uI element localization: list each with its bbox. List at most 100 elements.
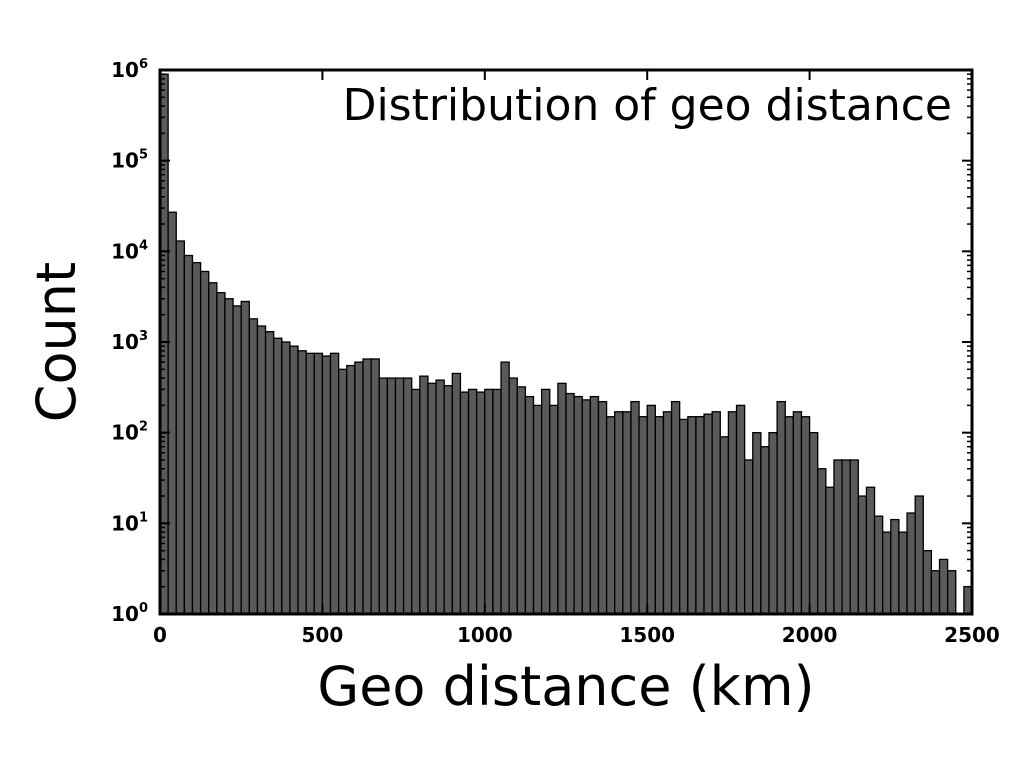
histogram-bar: [662, 411, 673, 615]
histogram-bar: [922, 549, 933, 615]
histogram-bar: [857, 495, 868, 615]
histogram-bar: [167, 211, 177, 615]
histogram-bar: [500, 361, 510, 615]
histogram-bar: [792, 411, 803, 615]
histogram-bar: [841, 459, 851, 615]
histogram-bar: [402, 377, 413, 615]
histogram-bar: [719, 436, 730, 615]
histogram-bar: [825, 486, 835, 615]
histogram-bar: [427, 382, 437, 615]
histogram-bar: [833, 459, 843, 615]
histogram-bar: [882, 531, 892, 615]
histogram-bar: [216, 292, 226, 615]
histogram-bar: [873, 515, 884, 615]
histogram-bar: [614, 411, 624, 615]
histogram-bar: [305, 352, 315, 615]
histogram-bar: [329, 352, 340, 615]
histogram-bar: [232, 305, 242, 615]
histogram-bar: [622, 411, 632, 615]
histogram-bar: [581, 399, 592, 615]
histogram-bar: [695, 416, 705, 615]
histogram-bar: [175, 240, 186, 615]
histogram-bar: [346, 364, 356, 615]
histogram-bar: [297, 350, 307, 615]
y-tick-label: 106: [111, 57, 148, 82]
histogram-bar: [565, 392, 575, 615]
histogram-bar: [516, 386, 527, 615]
histogram-bar: [354, 361, 364, 615]
histogram-bar: [264, 331, 275, 615]
histogram-bar: [630, 400, 640, 615]
chart-title: Distribution of geo distance: [343, 80, 952, 131]
histogram-bar: [646, 404, 656, 615]
y-tick-label: 104: [111, 238, 148, 263]
histogram-bar: [451, 372, 462, 615]
histogram-bar: [467, 388, 478, 615]
histogram-bar: [898, 531, 908, 615]
histogram-bar: [386, 377, 397, 615]
histogram-bar: [679, 418, 689, 615]
y-tick-label: 102: [111, 420, 148, 445]
histogram-bar: [443, 385, 453, 615]
histogram-bar: [524, 395, 535, 615]
histogram-bar: [938, 558, 949, 615]
histogram-bar: [540, 388, 551, 615]
y-tick-label: 101: [111, 510, 148, 535]
histogram-bar: [743, 459, 754, 615]
histogram-bar: [768, 432, 778, 615]
histogram-bar: [703, 413, 713, 615]
histogram-bar: [906, 512, 916, 615]
histogram-bar: [435, 379, 445, 615]
histogram-bar: [273, 337, 283, 615]
histogram-bar: [946, 570, 957, 615]
histogram-bar: [687, 416, 697, 615]
x-tick-label: 0: [153, 623, 167, 647]
histogram-bar: [492, 388, 502, 615]
histogram-bar: [914, 495, 924, 615]
histogram-bar: [248, 318, 259, 615]
y-tick-label: 100: [111, 601, 148, 626]
histogram-bar: [256, 325, 267, 615]
histogram-bar: [735, 404, 746, 615]
histogram-bar: [776, 400, 786, 615]
x-tick-label: 500: [302, 623, 344, 647]
histogram-bar: [638, 416, 648, 615]
histogram-bar: [378, 377, 389, 615]
histogram-bar: [240, 300, 250, 615]
x-tick-label: 2000: [782, 623, 838, 647]
histogram-bar: [337, 368, 348, 615]
histogram-bar: [321, 355, 332, 615]
histogram-bar: [930, 570, 941, 615]
histogram-bar: [784, 416, 795, 615]
histogram-bar: [817, 468, 827, 615]
histogram-bar: [760, 446, 770, 615]
histogram-bar: [605, 416, 616, 615]
histogram-bar: [865, 486, 876, 615]
y-tick-label: 105: [111, 148, 148, 173]
histogram-bar: [199, 270, 210, 615]
y-tick-label: 103: [111, 329, 148, 354]
histogram-bar: [191, 262, 202, 615]
histogram-bar: [549, 404, 559, 615]
histogram-bar: [800, 416, 811, 615]
histogram-bar: [532, 404, 543, 615]
histogram-bar: [183, 254, 194, 615]
histogram-bar: [589, 395, 600, 615]
x-tick-label: 1500: [619, 623, 675, 647]
histogram-bar: [224, 298, 234, 615]
histogram-bar: [411, 388, 421, 615]
histogram-bar: [419, 375, 429, 615]
histogram-bar: [281, 341, 291, 615]
histogram-bar: [476, 391, 486, 615]
histogram-bar: [394, 377, 405, 615]
x-axis-label: Geo distance (km): [317, 655, 814, 718]
histogram-bar: [289, 345, 299, 615]
histogram-bar: [573, 395, 583, 615]
histogram-bar: [727, 411, 738, 615]
y-axis-label: Count: [25, 262, 88, 422]
histogram-bar: [808, 432, 819, 615]
histogram-bar: [484, 388, 494, 615]
histogram-bar: [849, 459, 859, 615]
histogram-bar: [459, 391, 470, 615]
